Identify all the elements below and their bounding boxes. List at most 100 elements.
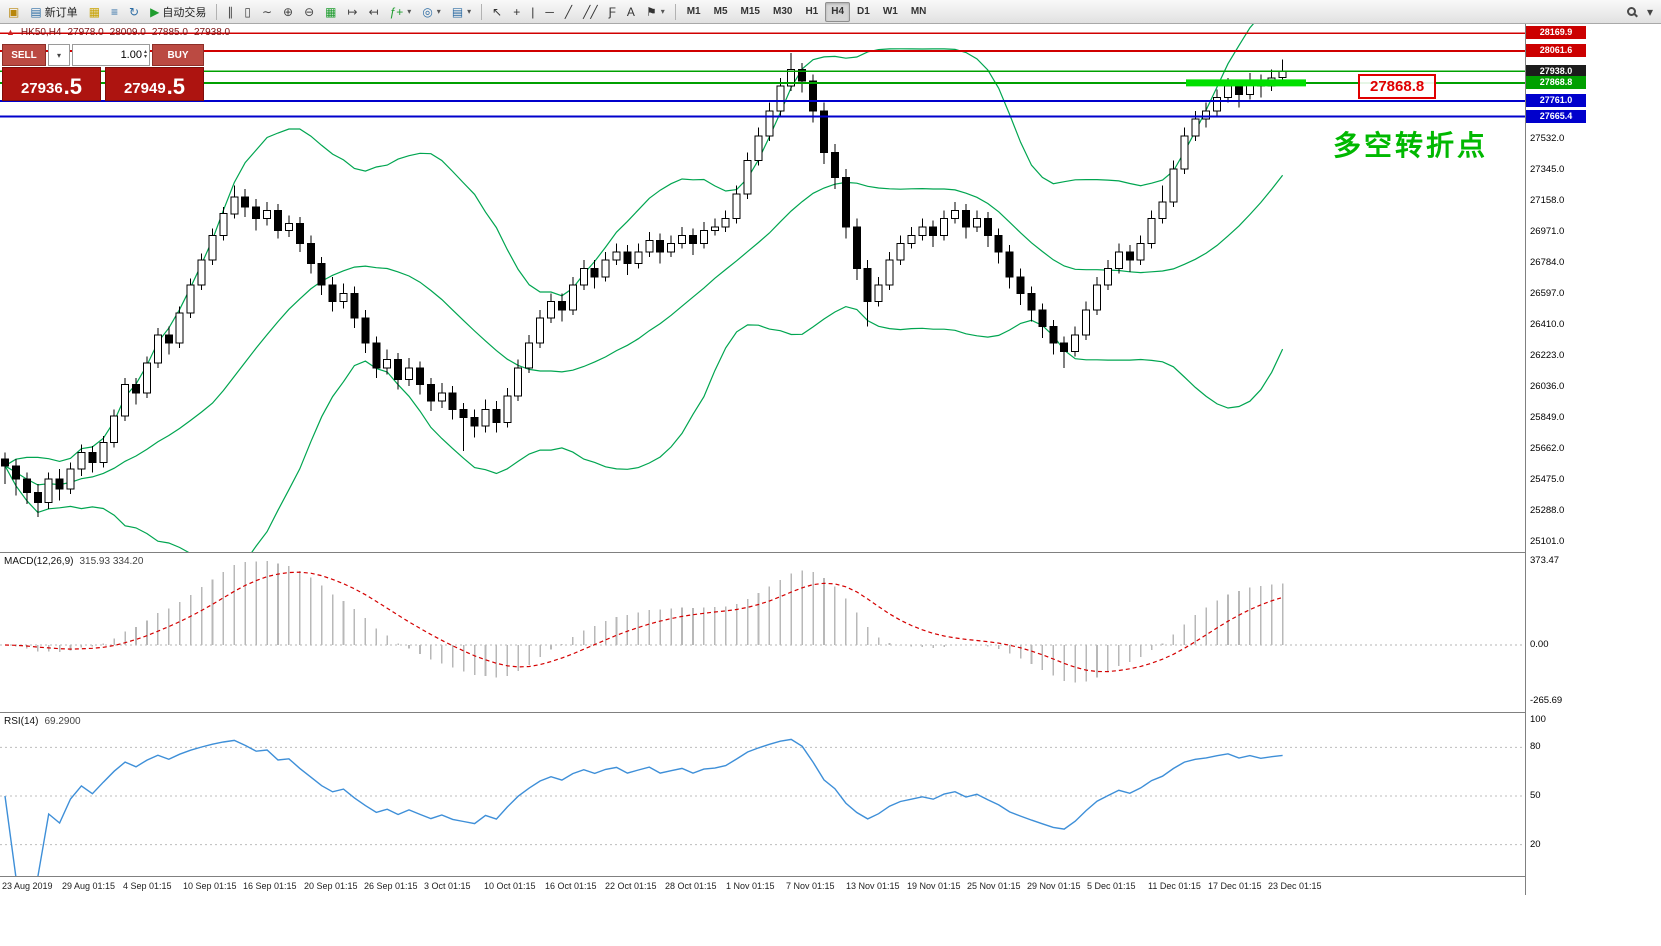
date-label: 16 Oct 01:15 [545, 881, 597, 891]
macd-values: 315.93 334.20 [79, 556, 144, 567]
templates-button[interactable]: ▤ ▾ [447, 2, 476, 22]
date-label: 7 Nov 01:15 [786, 881, 835, 891]
app-menu-button[interactable]: ▣ [3, 2, 24, 22]
macd-panel-separator[interactable] [0, 552, 1661, 553]
templates-icon: ▤ [451, 4, 464, 19]
zoom-out-icon: ⊖ [304, 4, 315, 19]
timeframe-d1-button[interactable]: D1 [857, 6, 870, 17]
timeframe-h4-button[interactable]: H4 [825, 1, 851, 22]
close-value: 27938.0 [193, 27, 231, 38]
profiles-button[interactable]: ≡ [106, 2, 123, 22]
crosshair-button[interactable]: + [508, 2, 525, 22]
sell-button[interactable]: SELL [2, 44, 46, 66]
date-label: 23 Aug 2019 [2, 881, 53, 891]
macd-panel-canvas[interactable] [0, 553, 1525, 713]
price-axis-label: 25101.0 [1530, 536, 1565, 547]
text-button[interactable]: A [622, 2, 640, 22]
price-axis-tag: 27665.4 [1526, 110, 1586, 123]
one-click-trading-widget: SELL ▾ 1.00 ▴ ▾ BUY 27936.5 27949.5 [2, 44, 204, 101]
timeframe-m30-button[interactable]: M30 [772, 6, 793, 17]
fibonacci-icon: Ƒ [608, 4, 616, 19]
timeframe-h1-button[interactable]: H1 [805, 6, 819, 17]
price-axis-separator [1525, 24, 1526, 895]
date-label: 19 Nov 01:15 [907, 881, 961, 891]
date-label: 13 Nov 01:15 [846, 881, 900, 891]
price-axis[interactable]: 27532.0 27345.0 27158.0 26971.0 26784.0 26597… [1526, 24, 1661, 895]
auto-scroll-button[interactable]: ↦ [342, 2, 362, 22]
high-value: 28009.0 [109, 27, 146, 38]
chart-shift-button[interactable]: ↤ [364, 2, 384, 22]
fibonacci-button[interactable]: Ƒ [604, 2, 621, 22]
volume-field[interactable]: 1.00 ▴ ▾ [72, 44, 150, 66]
arrows-button[interactable]: ⚑ ▾ [641, 2, 670, 22]
price-axis-label: 25662.0 [1530, 443, 1565, 454]
sell-price-button[interactable]: 27936.5 [2, 67, 101, 101]
macd-axis-label: 373.47 [1530, 555, 1560, 566]
price-label-box[interactable]: 27868.8 [1358, 74, 1437, 99]
date-label: 29 Nov 01:15 [1027, 881, 1081, 891]
buy-button[interactable]: BUY [152, 44, 204, 66]
buy-price-button[interactable]: 27949.5 [105, 67, 204, 101]
rsi-axis-label: 50 [1530, 790, 1541, 801]
trendline-button[interactable]: ╱ [560, 2, 577, 22]
profiles-icon: ≡ [111, 4, 119, 19]
indicators-button[interactable]: ƒ+ ▾ [385, 2, 417, 22]
bar-chart-button[interactable]: ∥ [222, 2, 238, 22]
charts-button[interactable]: ▦ [84, 2, 105, 22]
periods-button[interactable]: ◎ ▾ [417, 2, 446, 22]
date-axis[interactable]: 23 Aug 2019 29 Aug 01:15 4 Sep 01:15 10 Sep… [0, 877, 1525, 895]
price-axis-tag: 27938.0 [1526, 65, 1586, 78]
auto-trading-button[interactable]: ▶ 自动交易 [145, 2, 211, 22]
more-button[interactable]: ▾ [1642, 2, 1658, 22]
volume-dropdown[interactable]: ▾ [48, 44, 70, 66]
timeframe-mn-button[interactable]: MN [910, 6, 927, 17]
rsi-label: RSI(14) 69.2900 [4, 716, 81, 727]
arrows-icon: ⚑ [645, 4, 657, 19]
zoom-in-button[interactable]: ⊕ [278, 2, 298, 22]
refresh-button[interactable]: ↻ [124, 2, 144, 22]
new-order-icon: ▤ [30, 4, 42, 19]
date-label: 11 Dec 01:15 [1148, 881, 1201, 891]
price-axis-label: 25849.0 [1530, 412, 1565, 423]
refresh-icon: ↻ [129, 4, 140, 19]
candlestick-chart-button[interactable]: ▯ [239, 2, 256, 22]
price-axis-tag: 28169.9 [1526, 26, 1586, 39]
date-label: 20 Sep 01:15 [304, 881, 358, 891]
indicators-icon: ƒ+ [389, 4, 404, 19]
new-order-button[interactable]: ▤ 新订单 [25, 2, 82, 22]
date-label: 3 Oct 01:15 [424, 881, 471, 891]
text-icon: A [626, 4, 635, 19]
search-button[interactable] [1622, 2, 1641, 22]
auto-trading-icon: ▶ [150, 4, 160, 19]
main-chart-canvas[interactable] [0, 24, 1525, 553]
date-label: 23 Dec 01:15 [1268, 881, 1322, 891]
zoom-out-button[interactable]: ⊖ [299, 2, 319, 22]
date-axis-separator [0, 876, 1661, 877]
rsi-panel-canvas[interactable] [0, 713, 1525, 877]
price-axis-label: 26597.0 [1530, 288, 1565, 299]
buy-price: 27949 [123, 79, 166, 97]
periods-icon: ◎ [422, 4, 433, 19]
timeframe-m1-button[interactable]: M1 [686, 6, 701, 17]
timeframe-m15-button[interactable]: M15 [740, 6, 760, 17]
main-toolbar: ▣ ▤ 新订单 ▦ ≡ ↻ ▶ 自动交易 ∥ ▯ ∼ ⊕ ⊖ ▦ ↦ ↤ ƒ+ ▾ ◎ ▾ ▤ ▾ ↖ + | ─ ╱ ╱╱ Ƒ A ⚑ ▾ M… [0, 0, 1661, 24]
date-label: 16 Sep 01:15 [243, 881, 297, 891]
timeframe-w1-button[interactable]: W1 [882, 6, 898, 17]
symbol-timeframe: HK50,H4 [20, 27, 62, 38]
sell-price-frac: .5 [63, 74, 83, 100]
volume-stepper[interactable]: ▴ ▾ [144, 49, 147, 60]
price-axis-tag: 27868.8 [1526, 76, 1586, 89]
candlestick-chart-icon: ▯ [244, 4, 251, 19]
toolbar-separator [674, 3, 676, 20]
cursor-button[interactable]: ↖ [487, 2, 507, 22]
zoom-in-icon: ⊕ [283, 4, 294, 19]
price-axis-label: 27345.0 [1530, 164, 1565, 175]
timeframe-m5-button[interactable]: M5 [713, 6, 728, 17]
tile-windows-button[interactable]: ▦ [320, 2, 341, 22]
horizontal-line-button[interactable]: ─ [540, 2, 559, 22]
rsi-panel-separator[interactable] [0, 712, 1661, 713]
price-axis-label: 26410.0 [1530, 319, 1565, 330]
vertical-line-button[interactable]: | [526, 2, 539, 22]
channel-button[interactable]: ╱╱ [578, 2, 602, 22]
line-chart-button[interactable]: ∼ [257, 2, 277, 22]
